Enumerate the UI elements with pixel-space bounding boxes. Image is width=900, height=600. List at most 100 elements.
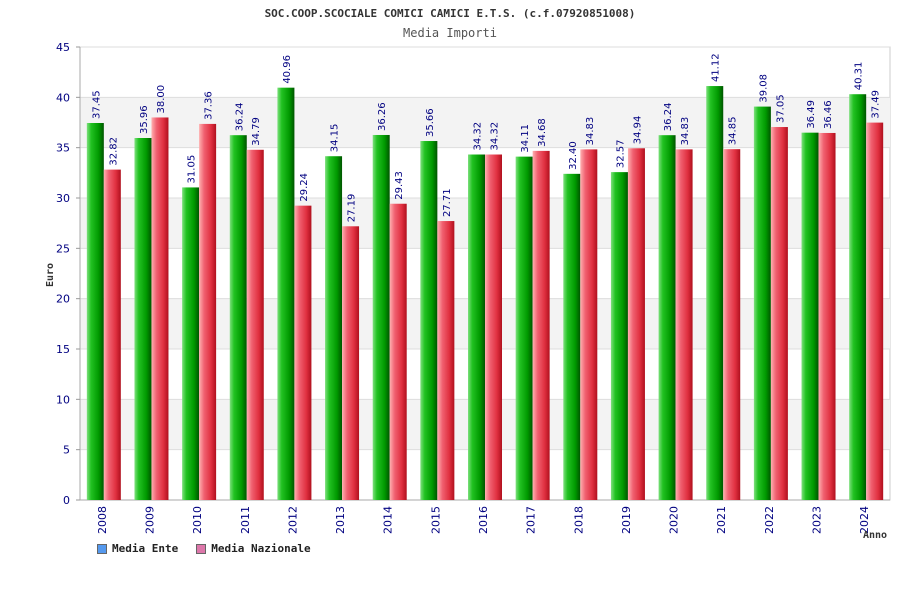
value-label: 34.32 bbox=[490, 122, 501, 151]
legend-item-media-nazionale: Media Nazionale bbox=[196, 542, 311, 555]
bar-media-nazionale bbox=[389, 203, 407, 500]
y-tick-label: 0 bbox=[63, 494, 70, 507]
value-label: 34.15 bbox=[330, 124, 341, 153]
bar-media-ente bbox=[658, 135, 676, 500]
bar-media-ente bbox=[753, 106, 771, 500]
x-tick-label: 2023 bbox=[811, 506, 824, 534]
y-tick-label: 10 bbox=[56, 393, 70, 406]
bar-media-nazionale bbox=[627, 148, 645, 500]
y-tick-label: 45 bbox=[56, 41, 70, 54]
bar-media-nazionale bbox=[246, 149, 264, 500]
value-label: 34.85 bbox=[728, 117, 739, 146]
bar-media-nazionale bbox=[675, 149, 693, 501]
bar-media-nazionale bbox=[151, 117, 169, 500]
legend-swatch-media-ente bbox=[97, 543, 107, 554]
bar-media-nazionale bbox=[342, 226, 360, 500]
bar-media-nazionale bbox=[723, 149, 741, 500]
bar-media-nazionale bbox=[103, 169, 121, 500]
bar-media-ente bbox=[801, 132, 819, 500]
x-axis-ticks: 2008 2009 2010 2011 2012 2013 2014 2015 2016 2017… bbox=[96, 506, 871, 534]
bar-media-ente bbox=[86, 123, 104, 501]
bar-media-ente bbox=[372, 134, 390, 500]
x-tick-label: 2011 bbox=[239, 506, 252, 534]
value-label: 31.05 bbox=[187, 155, 198, 184]
bar-media-ente bbox=[849, 94, 867, 500]
value-label: 38.00 bbox=[156, 85, 167, 114]
value-label: 27.19 bbox=[347, 194, 358, 223]
bar-media-nazionale bbox=[866, 122, 884, 500]
x-tick-label: 2013 bbox=[334, 506, 347, 534]
value-label: 36.46 bbox=[823, 100, 834, 129]
value-label: 37.36 bbox=[204, 91, 215, 120]
bar-media-ente bbox=[515, 156, 533, 500]
y-tick-label: 40 bbox=[56, 91, 70, 104]
x-tick-label: 2010 bbox=[191, 506, 204, 534]
y-axis-label: Euro bbox=[45, 263, 56, 287]
value-label: 34.94 bbox=[632, 116, 643, 145]
value-label: 35.96 bbox=[139, 105, 150, 134]
value-labels: 37.45 32.82 35.96 38.00 31.05 37.36 36.24 34.79… bbox=[91, 53, 881, 222]
value-label: 36.24 bbox=[663, 103, 674, 132]
legend-item-media-ente: Media Ente bbox=[97, 542, 178, 555]
x-axis-label: Anno bbox=[863, 530, 887, 541]
bar-media-ente bbox=[468, 154, 485, 500]
x-tick-label: 2016 bbox=[477, 506, 490, 534]
value-label: 36.26 bbox=[377, 102, 388, 131]
x-tick-label: 2021 bbox=[715, 506, 728, 534]
y-tick-label: 15 bbox=[56, 343, 70, 356]
value-label: 32.40 bbox=[568, 141, 579, 170]
bar-media-nazionale bbox=[485, 154, 502, 500]
x-tick-label: 2019 bbox=[620, 506, 633, 534]
value-label: 36.24 bbox=[234, 103, 245, 132]
x-tick-label: 2024 bbox=[858, 506, 871, 534]
value-label: 39.08 bbox=[758, 74, 769, 103]
value-label: 34.32 bbox=[473, 122, 484, 151]
bar-series bbox=[86, 86, 884, 501]
bar-media-ente bbox=[325, 156, 343, 500]
y-tick-label: 20 bbox=[56, 293, 70, 306]
bar-media-nazionale bbox=[818, 132, 836, 500]
y-tick-label: 35 bbox=[56, 142, 70, 155]
bar-media-nazionale bbox=[532, 150, 550, 500]
value-label: 34.83 bbox=[585, 117, 596, 146]
value-label: 35.66 bbox=[425, 108, 436, 137]
bar-media-ente bbox=[706, 86, 724, 501]
x-tick-label: 2015 bbox=[429, 506, 442, 534]
bar-media-nazionale bbox=[294, 205, 312, 500]
bar-media-ente bbox=[563, 173, 581, 500]
bar-media-ente bbox=[182, 187, 200, 500]
y-tick-label: 5 bbox=[63, 444, 70, 457]
chart-title: SOC.COOP.SCOCIALE COMICI CAMICI E.T.S. (… bbox=[265, 7, 636, 20]
y-tick-label: 25 bbox=[56, 242, 70, 255]
x-tick-label: 2009 bbox=[143, 506, 156, 534]
bar-media-nazionale bbox=[199, 123, 217, 500]
value-label: 27.71 bbox=[442, 188, 453, 217]
bar-media-ente bbox=[277, 87, 295, 500]
bar-media-nazionale bbox=[437, 221, 455, 500]
x-tick-label: 2018 bbox=[572, 506, 585, 534]
x-tick-label: 2008 bbox=[96, 506, 109, 534]
value-label: 29.24 bbox=[299, 173, 310, 202]
value-label: 29.43 bbox=[394, 171, 405, 200]
value-label: 32.82 bbox=[108, 137, 119, 166]
chart-subtitle: Media Importi bbox=[403, 26, 497, 40]
x-tick-label: 2022 bbox=[763, 506, 776, 534]
value-label: 37.45 bbox=[91, 90, 102, 119]
value-label: 34.68 bbox=[537, 118, 548, 147]
value-label: 37.49 bbox=[871, 90, 882, 119]
bar-media-ente bbox=[229, 135, 247, 500]
y-axis-ticks: 0 5 10 15 20 25 30 35 40 45 bbox=[56, 41, 80, 507]
bar-media-ente bbox=[610, 172, 628, 500]
x-tick-label: 2017 bbox=[525, 506, 538, 534]
bar-media-ente bbox=[420, 141, 438, 501]
bar-media-ente bbox=[134, 138, 152, 500]
bar-media-nazionale bbox=[770, 127, 788, 500]
value-label: 40.96 bbox=[282, 55, 293, 84]
x-tick-label: 2012 bbox=[286, 506, 299, 534]
bar-media-nazionale bbox=[580, 149, 598, 501]
value-label: 34.79 bbox=[251, 117, 262, 146]
legend-swatch-media-nazionale bbox=[196, 543, 207, 554]
value-label: 34.83 bbox=[680, 117, 691, 146]
value-label: 34.11 bbox=[520, 124, 531, 153]
